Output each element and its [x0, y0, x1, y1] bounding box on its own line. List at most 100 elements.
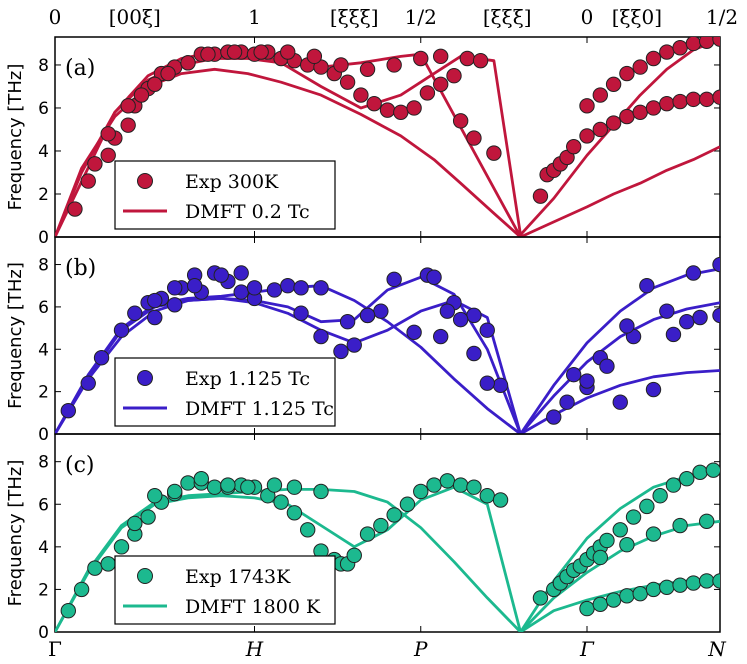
exp-point-0-56 [200, 46, 216, 62]
exp-point-1-1 [80, 375, 96, 391]
exp-point-1-59 [579, 373, 595, 389]
exp-point-1-30 [492, 377, 509, 393]
exp-point-0-59 [280, 44, 296, 60]
y-tick-label-2-2: 4 [38, 538, 49, 558]
exp-point-1-47 [280, 278, 296, 294]
exp-point-0-74 [645, 50, 662, 67]
y-tick-label-1-2: 4 [38, 340, 49, 360]
exp-point-1-43 [186, 278, 203, 294]
exp-point-0-45 [659, 95, 675, 112]
y-tick-label-2-1: 2 [38, 580, 49, 600]
exp-point-0-73 [632, 59, 648, 75]
exp-point-1-18 [313, 328, 329, 345]
exp-point-2-77 [699, 513, 715, 529]
exp-point-2-27 [399, 496, 416, 512]
exp-point-0-61 [333, 57, 349, 73]
exp-point-0-44 [645, 100, 662, 116]
exp-point-1-60 [599, 358, 615, 374]
exp-point-0-50 [100, 126, 116, 142]
exp-point-0-0 [67, 201, 83, 217]
exp-point-1-53 [439, 303, 456, 319]
exp-point-1-56 [479, 375, 495, 391]
exp-point-2-26 [386, 507, 402, 523]
exp-point-2-25 [373, 517, 389, 534]
y-tick-label-0-3: 6 [38, 99, 49, 119]
exp-point-1-52 [426, 269, 442, 285]
exp-point-2-46 [625, 509, 642, 525]
exp-point-0-27 [406, 100, 422, 116]
exp-point-1-31 [566, 366, 582, 383]
exp-point-0-49 [712, 89, 720, 105]
exp-point-0-75 [659, 44, 675, 60]
top-label-0: 0 [49, 5, 62, 29]
exp-point-1-22 [373, 303, 389, 319]
exp-point-1-64 [685, 265, 702, 281]
panel-label-2: (c) [65, 453, 95, 478]
exp-point-2-67 [645, 581, 662, 598]
exp-point-0-3 [100, 147, 116, 163]
exp-point-1-4 [127, 305, 143, 321]
y-axis-label-0: Frequency [THz] [5, 64, 26, 211]
legend-box-1 [114, 357, 336, 427]
y-tick-label-1-1: 2 [38, 383, 49, 403]
exp-point-0-79 [712, 37, 720, 47]
exp-point-1-6 [147, 309, 163, 326]
exp-point-2-31 [452, 477, 469, 493]
exp-point-0-33 [532, 188, 549, 204]
exp-point-0-42 [619, 108, 635, 125]
exp-point-2-72 [712, 573, 720, 589]
y-axis-label-2: Frequency [THz] [5, 460, 26, 607]
top-label-7: [ξξ0] [612, 5, 662, 29]
exp-point-2-47 [639, 498, 655, 515]
exp-point-2-50 [679, 471, 695, 487]
dmft-line-1-0 [55, 297, 720, 434]
exp-point-0-51 [120, 98, 136, 114]
exp-point-1-44 [213, 267, 229, 283]
exp-point-0-63 [386, 57, 402, 73]
exp-point-2-59 [266, 477, 283, 493]
exp-point-2-11 [206, 479, 223, 495]
legend-exp-label-0: Exp 300K [185, 171, 279, 193]
panel-label-0: (a) [65, 56, 95, 81]
exp-point-0-53 [147, 76, 163, 93]
exp-point-1-17 [293, 305, 309, 321]
exp-point-0-77 [685, 37, 702, 52]
exp-point-2-18 [300, 522, 316, 538]
legend-exp-label-2: Exp 1743K [185, 566, 291, 588]
exp-point-0-40 [592, 121, 608, 138]
exp-point-0-47 [685, 91, 702, 108]
exp-point-1-23 [386, 271, 402, 288]
exp-point-0-31 [459, 50, 475, 67]
y-tick-label-0-4: 8 [38, 56, 49, 76]
exp-point-0-76 [672, 40, 688, 56]
legend-dmft-label-0: DMFT 0.2 Tc [185, 201, 310, 223]
exp-point-1-65 [712, 256, 720, 273]
y-tick-label-0-0: 0 [38, 228, 49, 248]
legend-marker-0 [137, 173, 153, 189]
exp-point-2-45 [612, 522, 628, 538]
exp-point-2-48 [652, 488, 668, 504]
legend-exp-label-1: Exp 1.125 Tc [185, 368, 310, 390]
exp-point-1-49 [313, 280, 329, 296]
exp-point-1-14 [233, 265, 249, 281]
exp-point-2-28 [413, 483, 429, 500]
legend-box-0 [114, 160, 336, 230]
exp-point-1-39 [692, 309, 708, 326]
exp-point-2-53 [127, 515, 143, 532]
exp-point-1-58 [559, 394, 575, 410]
top-label-8: 1/2 [706, 5, 738, 29]
dmft-line-1-2 [55, 275, 522, 434]
exp-point-1-63 [659, 303, 675, 319]
exp-point-2-69 [672, 577, 688, 593]
exp-point-0-41 [605, 115, 622, 131]
exp-point-2-6 [140, 509, 156, 525]
exp-point-1-50 [339, 314, 356, 330]
exp-point-0-24 [366, 95, 382, 112]
exp-point-2-75 [645, 526, 662, 542]
exp-point-2-51 [692, 464, 708, 481]
exp-point-2-34 [492, 492, 509, 508]
bottom-label-3: Γ [579, 637, 595, 661]
exp-point-0-70 [592, 87, 608, 103]
panel-frame-2 [54, 433, 721, 633]
